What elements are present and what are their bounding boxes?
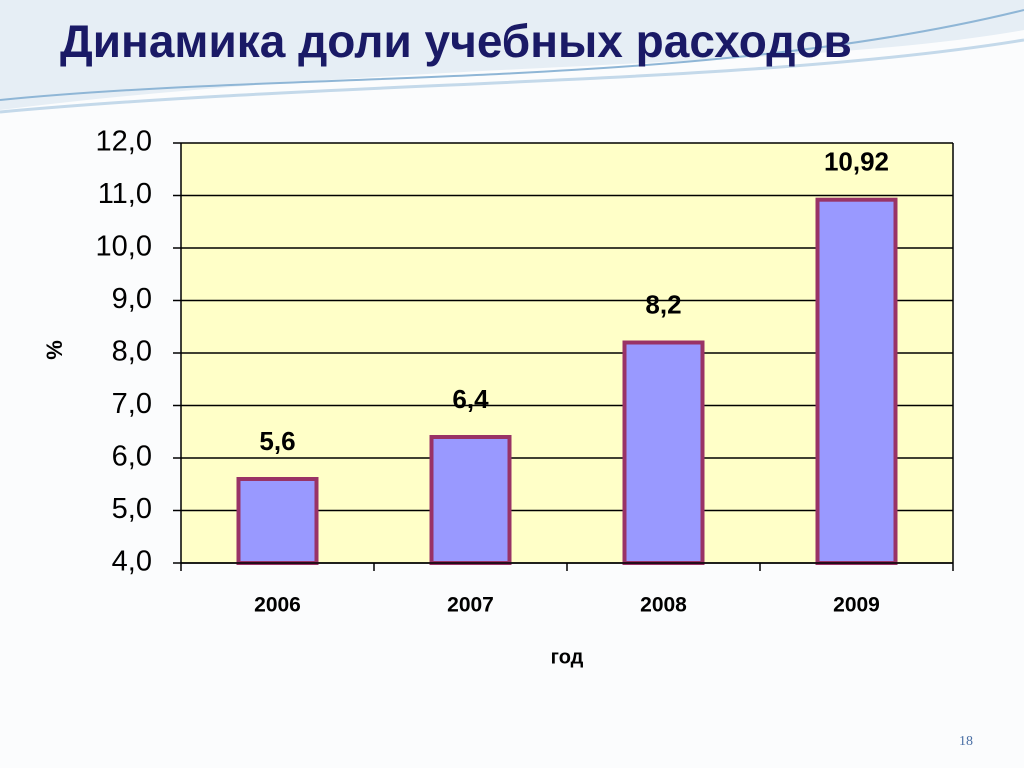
header-swoosh xyxy=(0,0,1024,110)
x-tick-label: 2008 xyxy=(640,594,687,617)
title: Динамика доли учебных расходов xyxy=(60,15,852,67)
value-label: 10,92 xyxy=(824,147,889,177)
x-tick-label: 2006 xyxy=(254,594,301,617)
y-tick-label: 12,0 xyxy=(96,126,152,158)
bar xyxy=(236,477,319,565)
y-tick-label: 4,0 xyxy=(112,546,152,578)
y-tick-label: 11,0 xyxy=(98,178,152,210)
value-label: 5,6 xyxy=(259,426,295,456)
bar xyxy=(622,340,705,565)
header-line xyxy=(0,38,1024,114)
y-tick-label: 8,0 xyxy=(112,336,152,368)
x-tick-label: 2007 xyxy=(447,594,494,617)
y-tick-label: 5,0 xyxy=(112,493,152,525)
value-label: 8,2 xyxy=(645,289,681,319)
header-line xyxy=(0,9,1024,101)
bar xyxy=(815,197,898,565)
y-tick-label: 6,0 xyxy=(112,441,152,473)
x-tick-label: 2009 xyxy=(833,594,880,617)
y-tick-label: 9,0 xyxy=(112,283,152,315)
bar xyxy=(429,435,512,565)
page-number: 18 xyxy=(959,734,973,749)
y-tick-label: 10,0 xyxy=(96,231,152,263)
y-tick-label: 7,0 xyxy=(112,388,152,420)
y-axis-label: % xyxy=(42,340,67,360)
value-label: 6,4 xyxy=(452,384,489,414)
x-axis-label: год xyxy=(551,646,584,668)
